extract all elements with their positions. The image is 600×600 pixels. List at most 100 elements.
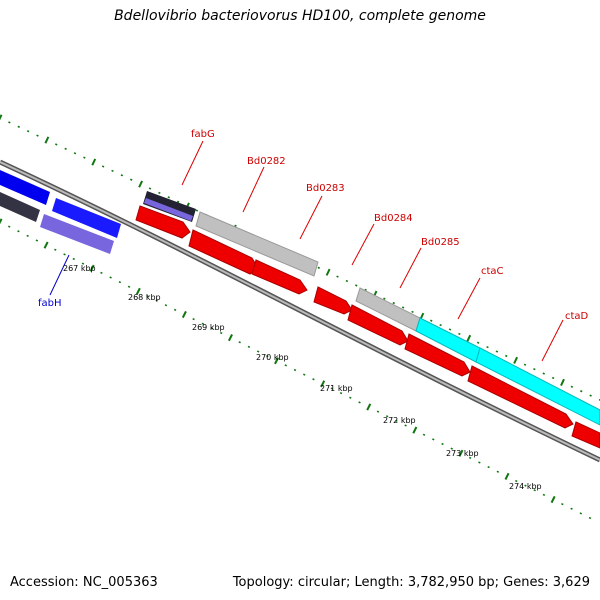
inner-ring-tick xyxy=(570,507,573,510)
outer-ring-tick xyxy=(448,328,452,331)
outer-ring-tick xyxy=(466,334,472,342)
scale-label-273: 273 kbp xyxy=(446,449,479,458)
inner-ring-tick xyxy=(550,495,556,504)
inner-ring-tick xyxy=(43,241,49,249)
outer-ring-tick xyxy=(392,301,395,305)
scale-label-271: 271 kbp xyxy=(320,384,353,393)
callout-fabg xyxy=(181,140,204,186)
inner-ring-tick xyxy=(366,403,372,411)
outer-ring-tick xyxy=(91,158,97,166)
inner-ring-tick xyxy=(164,304,168,307)
length-label: Length: xyxy=(354,575,404,590)
gene-label-fabg: fabG xyxy=(191,129,215,140)
outer-ring-tick xyxy=(551,376,555,380)
outer-ring-tick xyxy=(148,187,152,190)
outer-ring-tick xyxy=(589,394,592,397)
genes-value: 3,629 xyxy=(552,575,590,590)
outer-ring-tick xyxy=(317,266,320,269)
cds-ctac[interactable] xyxy=(404,333,471,377)
inner-ring-tick xyxy=(478,461,481,464)
scale-label-272: 272 kbp xyxy=(383,416,416,425)
outer-ring-tick xyxy=(430,319,433,322)
inner-ring-tick xyxy=(358,401,361,404)
inner-ring-tick xyxy=(284,364,288,367)
accession-info: Accession: NC_005363 xyxy=(10,575,158,590)
outer-ring-tick xyxy=(458,332,461,336)
callout-bd0283 xyxy=(299,195,323,240)
inner-ring-tick xyxy=(173,308,177,312)
inner-ring-tick xyxy=(504,472,510,480)
inner-ring-tick xyxy=(228,334,233,342)
inner-ring-tick xyxy=(247,345,251,349)
cds-ctad[interactable] xyxy=(467,365,574,429)
cds-bd0284[interactable] xyxy=(313,286,353,315)
inner-ring-tick xyxy=(302,373,306,376)
outer-ring-tick xyxy=(8,121,11,124)
outer-ring-tick xyxy=(111,169,114,173)
feature-fabg-upper[interactable] xyxy=(143,191,196,222)
outer-ring-tick xyxy=(513,356,519,364)
gene-label-ctac: ctaC xyxy=(481,266,504,277)
outer-ring-tick xyxy=(523,363,527,366)
inner-ring-tick xyxy=(219,331,223,335)
outer-ring-tick xyxy=(0,114,3,121)
outer-ring-tick xyxy=(120,174,124,177)
inner-ring-tick xyxy=(100,271,103,275)
inner-ring-tick xyxy=(274,357,280,365)
inner-ring-tick xyxy=(210,327,214,330)
cds-fabg[interactable] xyxy=(135,205,191,239)
inner-ring-tick xyxy=(588,516,592,520)
cds-bd0283[interactable] xyxy=(251,259,308,295)
inner-ring-tick xyxy=(395,419,398,423)
outer-ring-tick xyxy=(130,178,133,181)
cyan-feature-ctad[interactable] xyxy=(475,347,600,426)
accession-value: NC_005363 xyxy=(82,575,158,590)
inner-ring-tick xyxy=(441,442,444,446)
inner-ring-tick xyxy=(432,438,435,441)
outer-ring-tick xyxy=(411,310,414,314)
scale-label-267: 267 kbp xyxy=(63,264,96,273)
inner-ring-tick xyxy=(17,230,20,233)
inner-ring-tick xyxy=(201,322,205,325)
outer-ring-tick xyxy=(167,196,170,199)
outer-ring-tick xyxy=(36,134,39,137)
outer-ring-tick xyxy=(195,209,199,212)
inner-ring-tick xyxy=(192,317,195,321)
inner-ring-tick xyxy=(496,470,500,473)
forward-feature-fabh-region[interactable] xyxy=(0,170,121,238)
outer-ring-tick xyxy=(17,125,20,128)
genes-label: Genes: xyxy=(503,575,549,590)
outer-ring-tick xyxy=(580,390,583,393)
length-value: 3,782,950 bp xyxy=(407,575,495,590)
outer-ring-tick xyxy=(439,323,442,327)
inner-ring-tick xyxy=(468,456,472,460)
outer-ring-tick xyxy=(505,354,508,358)
genome-backbone-inner xyxy=(0,161,600,461)
cds-bd0285[interactable] xyxy=(347,304,409,346)
inner-ring-tick xyxy=(349,396,352,399)
scale-label-270: 270 kbp xyxy=(256,353,289,362)
gene-label-bd0284: Bd0284 xyxy=(374,213,413,224)
inner-ring-tick xyxy=(293,368,297,372)
inner-ring-tick xyxy=(458,449,464,457)
inner-ring-tick xyxy=(412,426,418,434)
outer-ring-tick xyxy=(336,275,339,278)
inner-ring-tick xyxy=(35,239,39,242)
outer-ring-tick xyxy=(560,378,565,386)
outer-ring-tick xyxy=(73,152,77,155)
callout-bd0284 xyxy=(351,223,375,266)
cds-next[interactable] xyxy=(571,421,600,449)
map-title: Bdellovibrio bacteriovorus HD100, comple… xyxy=(114,8,486,24)
inner-ring-tick xyxy=(81,262,85,265)
gray-feature-bd0282[interactable] xyxy=(195,211,319,277)
inner-ring-tick xyxy=(422,433,426,436)
inner-ring-tick xyxy=(0,218,3,225)
inner-ring-tick xyxy=(181,310,187,319)
outer-ring-tick xyxy=(176,200,180,203)
reverse-feature-fabh[interactable] xyxy=(0,192,114,254)
scale-label-274: 274 kbp xyxy=(509,482,542,491)
inner-ring-tick xyxy=(118,280,122,284)
inner-ring-tick xyxy=(155,299,158,302)
outer-ring-tick xyxy=(55,143,58,146)
outer-ring-tick xyxy=(570,385,574,388)
